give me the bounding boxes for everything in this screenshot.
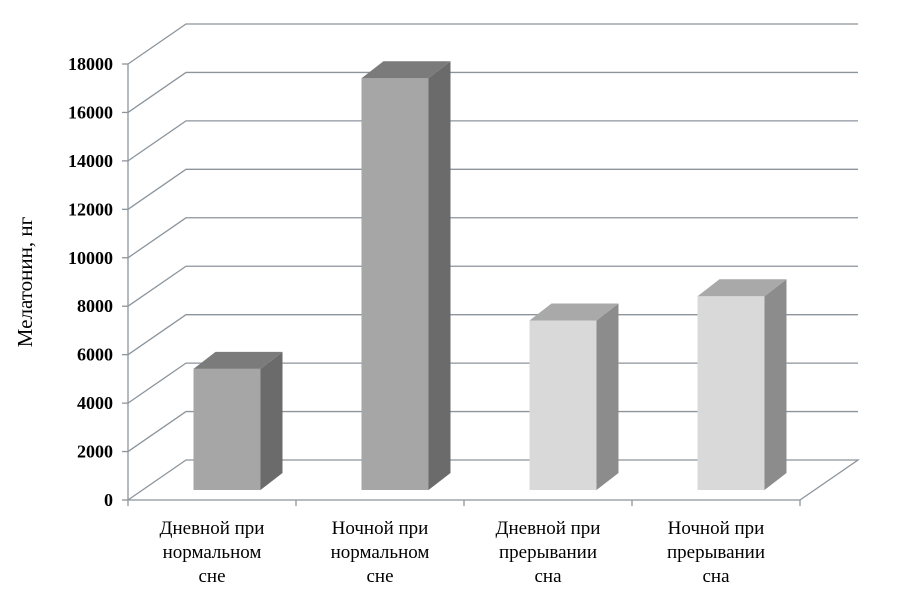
gridline (127, 71, 858, 113)
bar-front (697, 296, 765, 490)
y-tick-label: 4000 (77, 393, 113, 413)
x-tick-label: нормальном (163, 542, 262, 563)
y-tick-label: 2000 (77, 442, 113, 462)
x-tick-label: сна (534, 566, 562, 587)
x-tick-labels: Дневной при нормальном сне Ночной при нормал… (160, 518, 766, 587)
gridline (127, 23, 858, 65)
y-tick-label: 16000 (68, 102, 113, 122)
bar-front (361, 78, 429, 490)
x-tick-label: Дневной при (496, 518, 601, 539)
y-tick-label: 18000 (68, 54, 113, 74)
bar-side (260, 351, 283, 490)
y-tick-label: 14000 (68, 151, 113, 171)
x-tick-label: прерывании (499, 542, 597, 563)
bar-front (529, 320, 597, 490)
bars (193, 61, 787, 490)
y-tick-label: 0 (104, 490, 113, 510)
bar-top (193, 351, 283, 369)
gridline (127, 410, 858, 453)
gridline (127, 362, 858, 404)
x-tick-label: Ночной при (668, 518, 765, 539)
bar-side (596, 303, 619, 490)
y-axis-label: Мелатонин, нг (13, 216, 37, 347)
bar-side (764, 279, 787, 490)
x-tick-label: прерывании (667, 542, 765, 563)
x-tick-label: сне (366, 566, 393, 587)
gridlines (127, 23, 861, 501)
x-tick-label: сне (198, 566, 225, 587)
bar-top (361, 61, 451, 79)
x-tick-label: Дневной при (160, 518, 265, 539)
bar-side (428, 61, 451, 490)
axes (122, 63, 801, 506)
gridline (127, 120, 858, 162)
bar-top (529, 303, 619, 321)
gridline (127, 168, 858, 210)
x-tick-label: Ночной при (332, 518, 429, 539)
y-tick-label: 12000 (68, 199, 113, 219)
bar-top (697, 279, 787, 297)
y-tick-label: 6000 (77, 345, 113, 365)
y-tick-labels: 0 2000 4000 6000 8000 10000 12000 14000 16000 180… (68, 54, 113, 510)
gridline (127, 314, 858, 356)
gridline (127, 459, 861, 501)
gridline (127, 217, 858, 259)
x-tick-label: сна (702, 566, 730, 587)
x-tick-label: нормальном (331, 542, 430, 563)
y-tick-label: 8000 (77, 296, 113, 316)
bar-front (193, 368, 261, 490)
y-tick-label: 10000 (68, 248, 113, 268)
gridline (127, 265, 858, 307)
